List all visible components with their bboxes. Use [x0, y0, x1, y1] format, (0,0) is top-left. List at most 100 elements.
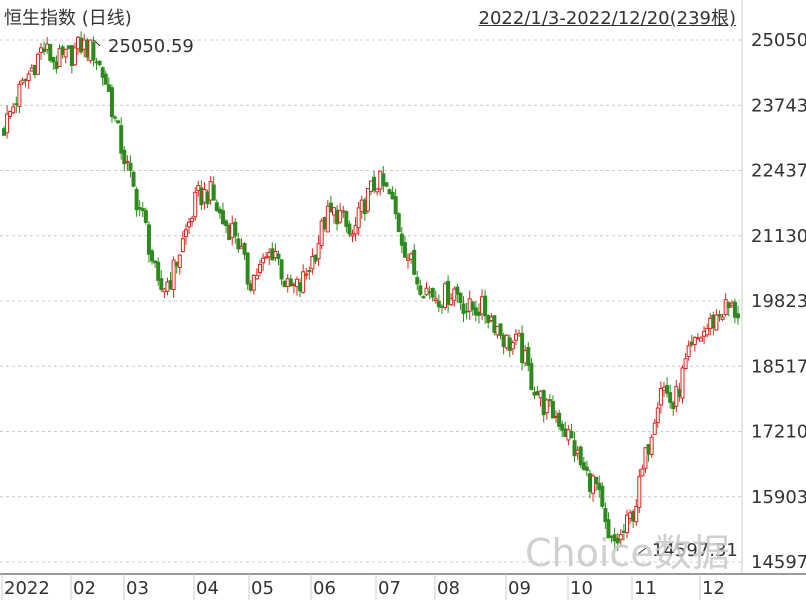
- candle-body: [143, 210, 148, 223]
- candle-body: [612, 534, 617, 542]
- candle-body: [421, 296, 426, 299]
- candle-body: [353, 224, 358, 235]
- high-annotation: 25050.59: [108, 36, 194, 57]
- candle-body: [427, 291, 432, 294]
- candle-body: [695, 337, 700, 340]
- candle-body: [606, 519, 611, 539]
- candle-body: [489, 316, 494, 321]
- candle-body: [473, 307, 478, 316]
- candle-body: [174, 261, 179, 267]
- candle-body: [655, 407, 660, 423]
- candle-body: [640, 468, 645, 477]
- candle-body: [736, 313, 740, 319]
- candle-body: [322, 216, 327, 230]
- y-tick-label: 22437: [751, 161, 806, 182]
- candle-body: [594, 476, 599, 485]
- candle-body: [214, 202, 219, 212]
- candle-body: [708, 317, 713, 329]
- candle-body: [242, 242, 247, 255]
- candle-body: [495, 325, 500, 336]
- candle-body: [8, 110, 13, 118]
- candle-body: [480, 296, 485, 315]
- candle-body: [665, 385, 670, 394]
- candle-body: [245, 252, 250, 285]
- candle-body: [535, 391, 540, 396]
- candle-body: [285, 278, 290, 287]
- candle-body: [652, 422, 657, 435]
- candle-body: [550, 400, 555, 419]
- candle-body: [264, 256, 269, 259]
- candle-body: [307, 270, 312, 273]
- candle-body: [202, 188, 207, 203]
- candle-body: [492, 315, 497, 333]
- candle-body: [338, 210, 343, 223]
- candle-body: [396, 213, 401, 233]
- candle-body: [467, 298, 472, 312]
- candle-body: [365, 187, 370, 212]
- candle-body: [591, 475, 596, 494]
- candle-body: [464, 310, 469, 313]
- low-annotation: 14597.31: [652, 540, 738, 561]
- candle-body: [310, 256, 315, 270]
- candle-body: [711, 314, 716, 329]
- candle-body: [156, 261, 161, 281]
- candle-body: [60, 46, 65, 55]
- candle-body: [689, 341, 694, 346]
- candle-body: [362, 199, 367, 215]
- candle-body: [119, 125, 124, 154]
- candle-body: [446, 280, 451, 305]
- candle-body: [510, 342, 515, 350]
- candle-body: [717, 314, 722, 317]
- candle-body: [433, 298, 438, 302]
- date-range-link[interactable]: 2022/1/3-2022/12/20(239根): [478, 8, 736, 29]
- y-tick-label: 25050: [751, 30, 806, 51]
- candle-body: [233, 221, 238, 237]
- candle-body: [698, 337, 703, 342]
- candle-body: [458, 292, 463, 304]
- candle-body: [125, 160, 130, 163]
- candle-body: [393, 196, 398, 215]
- candle-body: [476, 311, 481, 316]
- candle-body: [183, 229, 188, 238]
- x-tick-label: 10: [570, 578, 593, 599]
- candle-body: [729, 302, 734, 306]
- candle-body: [375, 188, 380, 193]
- candle-body: [680, 367, 685, 399]
- candle-body: [273, 250, 278, 259]
- x-tick-label: 11: [634, 578, 657, 599]
- candle-body: [714, 314, 719, 331]
- candle-body: [270, 248, 275, 261]
- candle-body: [569, 431, 574, 439]
- candle-body: [11, 106, 16, 114]
- candle-body: [26, 73, 31, 81]
- candle-body: [628, 512, 633, 519]
- candle-body: [461, 303, 466, 314]
- candle-body: [180, 238, 185, 253]
- candle-body: [646, 444, 651, 455]
- candle-body: [732, 301, 737, 318]
- candle-body: [313, 254, 318, 262]
- candle-body: [726, 302, 731, 309]
- candle-body: [554, 415, 559, 418]
- candle-body: [51, 56, 56, 63]
- candle-body: [113, 116, 118, 119]
- candle-body: [517, 333, 522, 337]
- candle-body: [29, 67, 34, 72]
- candle-body: [254, 275, 259, 280]
- candle-body: [677, 389, 682, 398]
- candle-body: [187, 221, 192, 228]
- candle-body: [418, 285, 423, 295]
- candle-body: [501, 334, 506, 347]
- candle-body: [294, 278, 299, 288]
- candle-body: [597, 482, 602, 490]
- candle-body: [150, 250, 155, 262]
- candle-body: [538, 390, 543, 399]
- candle-body: [705, 327, 710, 336]
- candle-body: [720, 316, 725, 320]
- candle-body: [32, 64, 37, 76]
- y-tick-label: 17210: [751, 422, 806, 443]
- x-tick-label: 04: [196, 578, 219, 599]
- candle-body: [88, 39, 93, 62]
